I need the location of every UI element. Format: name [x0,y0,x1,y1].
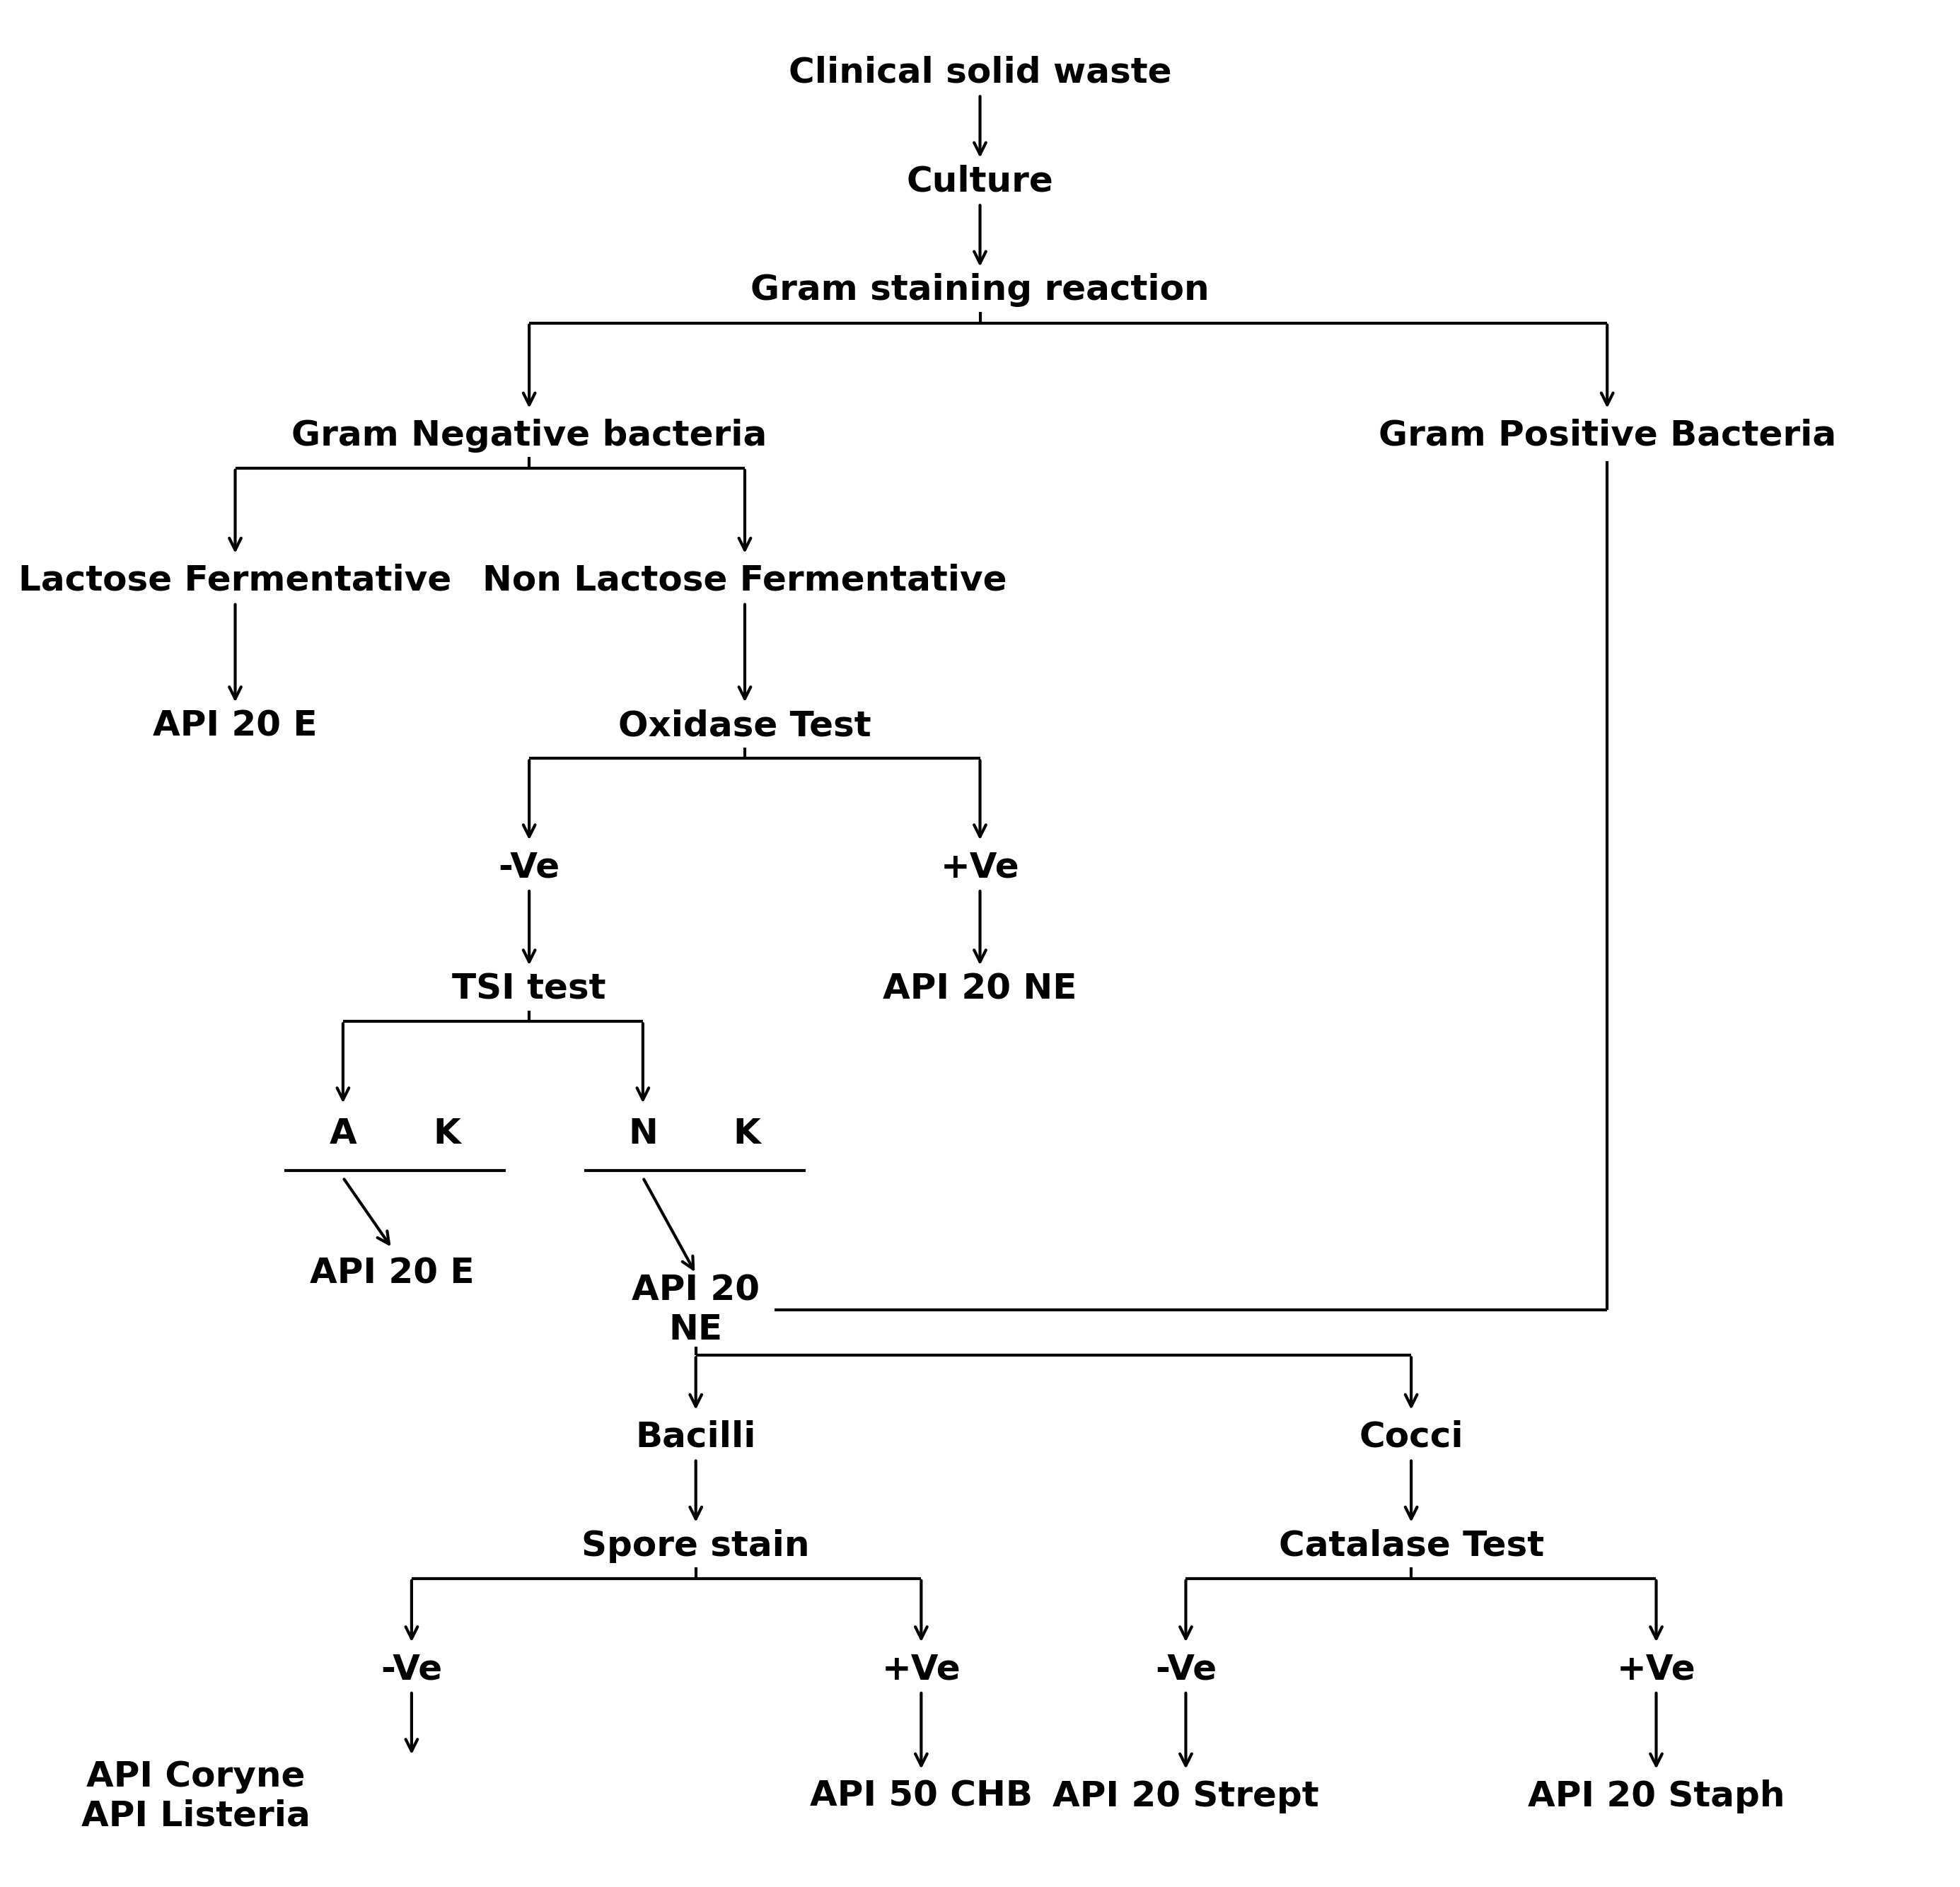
Text: API 20
NE: API 20 NE [631,1274,760,1347]
Text: Culture: Culture [907,164,1053,198]
Text: +Ve: +Ve [882,1653,960,1687]
Text: TSI test: TSI test [453,972,606,1006]
Text: Gram Positive Bacteria: Gram Positive Bacteria [1378,419,1837,453]
Text: API Coryne
API Listeria: API Coryne API Listeria [82,1761,310,1832]
Text: Clinical solid waste: Clinical solid waste [788,55,1172,89]
Text: Lactose Fermentative: Lactose Fermentative [20,564,451,598]
Text: +Ve: +Ve [941,851,1019,885]
Text: Non Lactose Fermentative: Non Lactose Fermentative [482,564,1007,598]
Text: API 50 CHB: API 50 CHB [809,1779,1033,1813]
Text: -Ve: -Ve [1154,1653,1217,1687]
Text: -Ve: -Ve [380,1653,443,1687]
Text: Cocci: Cocci [1358,1421,1464,1455]
Text: Gram staining reaction: Gram staining reaction [751,274,1209,308]
Text: Spore stain: Spore stain [582,1528,809,1562]
Text: API 20 E: API 20 E [310,1257,474,1291]
Text: Gram Negative bacteria: Gram Negative bacteria [292,419,766,453]
Text: API 20 NE: API 20 NE [882,972,1078,1006]
Text: N: N [627,1117,659,1151]
Text: API 20 Strept: API 20 Strept [1053,1779,1319,1813]
Text: API 20 Staph: API 20 Staph [1527,1779,1786,1813]
Text: Oxidase Test: Oxidase Test [617,710,872,743]
Text: -Ve: -Ve [498,851,561,885]
Text: API 20 E: API 20 E [153,710,318,743]
Text: Catalase Test: Catalase Test [1278,1528,1544,1562]
Text: K: K [733,1117,760,1151]
Text: K: K [433,1117,461,1151]
Text: Bacilli: Bacilli [635,1421,757,1455]
Text: A: A [329,1117,357,1151]
Text: +Ve: +Ve [1617,1653,1695,1687]
